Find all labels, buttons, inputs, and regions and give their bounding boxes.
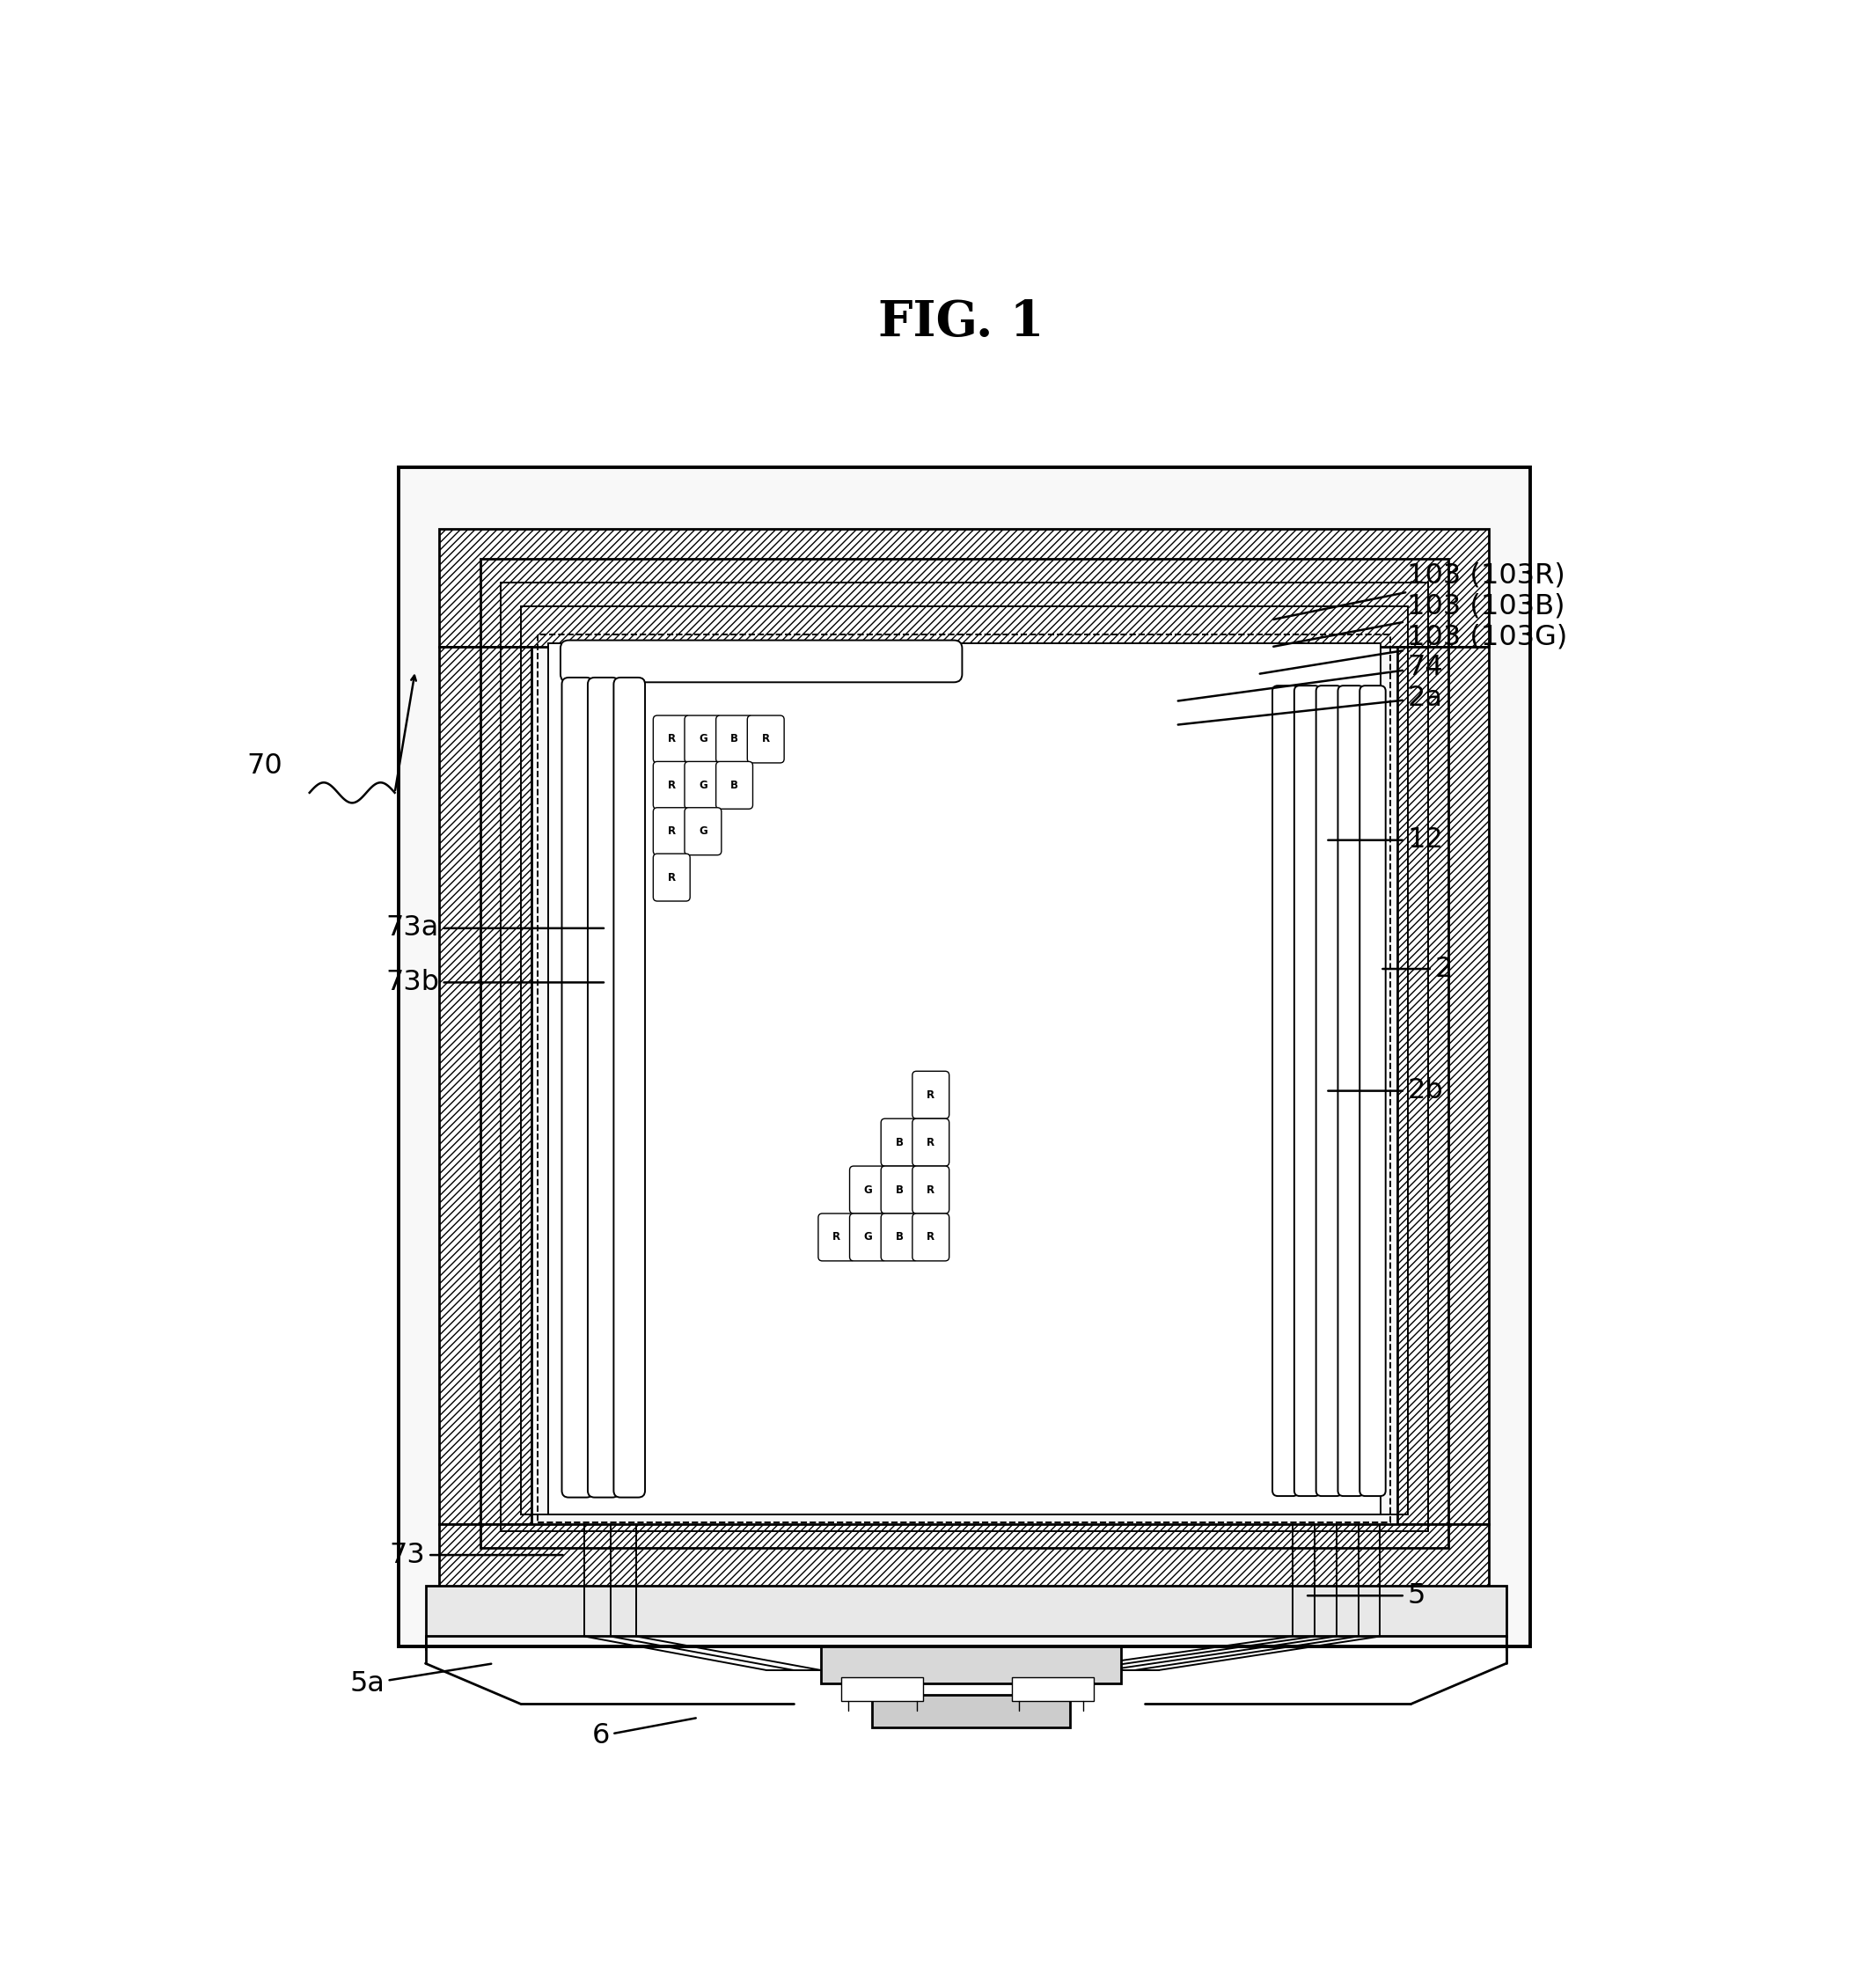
FancyBboxPatch shape bbox=[561, 678, 593, 1498]
FancyBboxPatch shape bbox=[912, 1071, 949, 1119]
Text: G: G bbox=[698, 827, 707, 837]
Text: B: B bbox=[730, 779, 739, 791]
Text: 103 (103B): 103 (103B) bbox=[1274, 592, 1565, 646]
Bar bbox=[842, 1677, 923, 1701]
Text: 6: 6 bbox=[591, 1719, 696, 1749]
FancyBboxPatch shape bbox=[653, 715, 690, 763]
Text: 73a: 73a bbox=[386, 914, 604, 942]
Text: 103 (103G): 103 (103G) bbox=[1261, 624, 1568, 674]
Text: 70: 70 bbox=[246, 751, 281, 779]
FancyBboxPatch shape bbox=[882, 1214, 917, 1262]
Text: B: B bbox=[895, 1232, 904, 1244]
FancyBboxPatch shape bbox=[717, 715, 752, 763]
FancyBboxPatch shape bbox=[561, 640, 962, 682]
Text: 103 (103R): 103 (103R) bbox=[1274, 562, 1566, 620]
Text: R: R bbox=[833, 1232, 840, 1244]
Text: 5a: 5a bbox=[349, 1663, 492, 1697]
Bar bbox=[480, 558, 1448, 1548]
Text: G: G bbox=[698, 733, 707, 745]
Text: R: R bbox=[668, 827, 675, 837]
Text: R: R bbox=[927, 1184, 934, 1196]
Text: G: G bbox=[698, 779, 707, 791]
Text: 2b: 2b bbox=[1328, 1077, 1443, 1105]
Bar bbox=[439, 1524, 1490, 1590]
Text: R: R bbox=[927, 1232, 934, 1244]
Bar bbox=[426, 1586, 1506, 1637]
Bar bbox=[538, 634, 1390, 1522]
Text: 2a: 2a bbox=[1178, 684, 1443, 725]
FancyBboxPatch shape bbox=[685, 807, 722, 854]
Text: 74: 74 bbox=[1178, 654, 1443, 701]
FancyBboxPatch shape bbox=[613, 678, 645, 1498]
FancyBboxPatch shape bbox=[1272, 686, 1298, 1496]
Bar bbox=[1398, 648, 1490, 1524]
FancyBboxPatch shape bbox=[818, 1214, 855, 1262]
FancyBboxPatch shape bbox=[1360, 686, 1386, 1496]
Bar bbox=[872, 1695, 1069, 1729]
FancyBboxPatch shape bbox=[850, 1166, 887, 1214]
Text: FIG. 1: FIG. 1 bbox=[878, 298, 1045, 346]
FancyBboxPatch shape bbox=[1317, 686, 1341, 1496]
Text: G: G bbox=[863, 1184, 872, 1196]
Text: 12: 12 bbox=[1328, 827, 1443, 854]
FancyBboxPatch shape bbox=[747, 715, 784, 763]
Text: B: B bbox=[730, 733, 739, 745]
FancyBboxPatch shape bbox=[653, 761, 690, 809]
FancyBboxPatch shape bbox=[717, 761, 752, 809]
FancyBboxPatch shape bbox=[912, 1166, 949, 1214]
FancyBboxPatch shape bbox=[1338, 686, 1364, 1496]
Text: R: R bbox=[668, 733, 675, 745]
FancyBboxPatch shape bbox=[653, 854, 690, 902]
Text: 5: 5 bbox=[1308, 1582, 1426, 1609]
Text: 73: 73 bbox=[390, 1542, 563, 1568]
Text: R: R bbox=[762, 733, 769, 745]
Text: R: R bbox=[927, 1089, 934, 1101]
FancyBboxPatch shape bbox=[653, 807, 690, 854]
Bar bbox=[1011, 1677, 1094, 1701]
Text: 73b: 73b bbox=[385, 970, 604, 995]
FancyBboxPatch shape bbox=[1294, 686, 1321, 1496]
FancyBboxPatch shape bbox=[587, 678, 619, 1498]
Text: R: R bbox=[927, 1137, 934, 1148]
FancyBboxPatch shape bbox=[912, 1119, 949, 1166]
FancyBboxPatch shape bbox=[685, 761, 722, 809]
Text: R: R bbox=[668, 779, 675, 791]
Bar bbox=[822, 1647, 1122, 1683]
Text: B: B bbox=[895, 1184, 904, 1196]
Text: R: R bbox=[668, 872, 675, 882]
Bar bbox=[398, 467, 1531, 1647]
FancyBboxPatch shape bbox=[685, 715, 722, 763]
Text: 2: 2 bbox=[1383, 956, 1452, 982]
Bar bbox=[439, 529, 1490, 648]
Bar bbox=[522, 606, 1407, 1514]
FancyBboxPatch shape bbox=[882, 1119, 917, 1166]
Text: G: G bbox=[863, 1232, 872, 1244]
FancyBboxPatch shape bbox=[912, 1214, 949, 1262]
FancyBboxPatch shape bbox=[882, 1166, 917, 1214]
Bar bbox=[439, 648, 531, 1524]
Text: B: B bbox=[895, 1137, 904, 1148]
Bar bbox=[548, 644, 1381, 1514]
FancyBboxPatch shape bbox=[850, 1214, 887, 1262]
Bar bbox=[501, 582, 1428, 1532]
